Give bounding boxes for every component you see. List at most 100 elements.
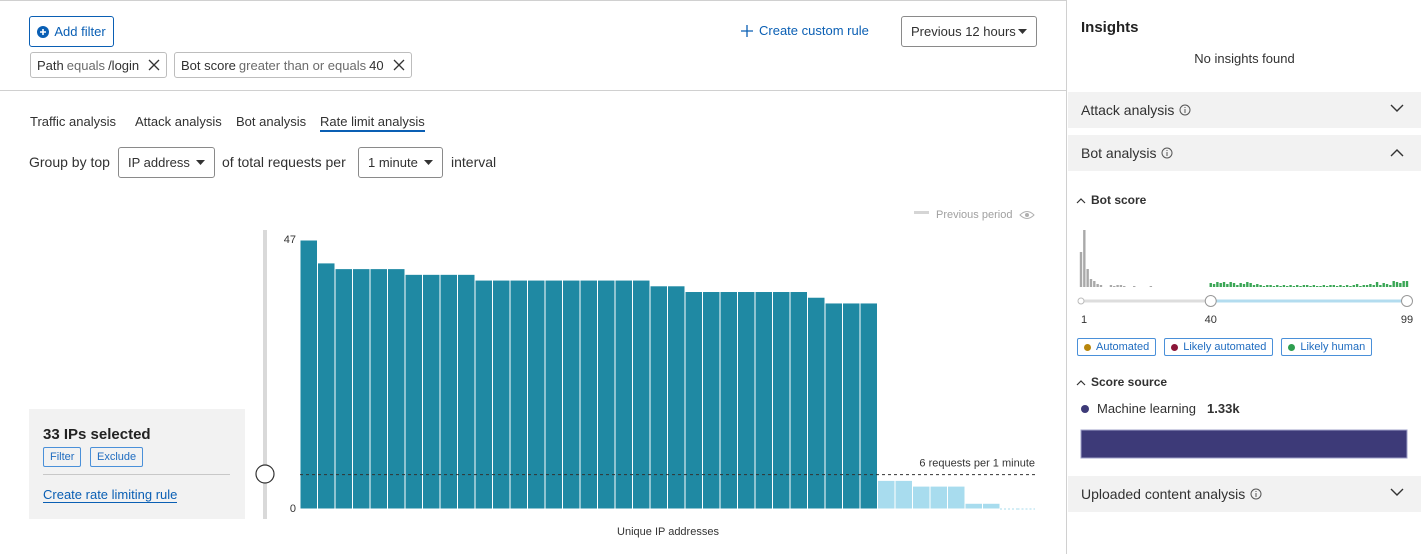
chevron-up — [1076, 197, 1086, 203]
add-filter-label: Add filter — [54, 24, 106, 39]
chevron-down — [1390, 104, 1404, 112]
bot-score-header[interactable]: Bot score — [1076, 193, 1146, 207]
bar — [667, 285, 686, 510]
bar — [964, 502, 983, 510]
chevron-down — [1390, 488, 1404, 496]
group-by-prefix: Group by top — [29, 154, 110, 170]
bar — [1236, 285, 1239, 287]
bot-score-title: Bot score — [1091, 193, 1147, 207]
score-source-header[interactable]: Score source — [1076, 375, 1167, 389]
slider-track — [263, 230, 267, 519]
bar — [1269, 285, 1272, 287]
legend[interactable]: Previous period — [914, 209, 1036, 221]
bar — [1379, 285, 1382, 287]
x-tick-label: 40 — [1205, 314, 1217, 326]
legend-tag[interactable]: Likely human — [1281, 338, 1373, 356]
tab[interactable]: Bot analysis — [236, 114, 307, 129]
chip-value: 40 — [369, 57, 384, 73]
remove-icon[interactable] — [387, 59, 405, 71]
bar — [457, 273, 476, 510]
bar — [1369, 284, 1372, 287]
tab[interactable]: Attack analysis — [135, 114, 222, 129]
bar — [1405, 281, 1409, 287]
tab-active[interactable]: Rate limit analysis — [320, 114, 425, 132]
bar — [1339, 285, 1342, 287]
time-range-select[interactable]: Previous 12 hours — [901, 16, 1037, 47]
bar — [1242, 284, 1246, 287]
slider-handle[interactable] — [1204, 295, 1217, 307]
bar — [1232, 283, 1236, 287]
bar — [1123, 286, 1126, 287]
bar — [1279, 286, 1282, 287]
bar — [877, 479, 896, 510]
bar — [1286, 286, 1289, 287]
bar — [1116, 285, 1119, 287]
bar — [1256, 284, 1259, 287]
legend-tag[interactable]: Automated — [1077, 338, 1157, 356]
x-axis-label: Unique IP addresses — [617, 526, 719, 538]
bar — [912, 485, 931, 510]
slider-handle[interactable] — [255, 464, 275, 484]
bar — [1365, 285, 1369, 287]
plus-icon — [741, 24, 753, 37]
bar — [824, 302, 843, 510]
score-source-title: Score source — [1091, 375, 1168, 389]
bar — [842, 302, 861, 510]
bar — [1219, 283, 1222, 287]
bar — [894, 479, 913, 510]
y-tick-label: 0 — [290, 503, 296, 515]
bar — [1322, 285, 1326, 287]
bar — [1149, 286, 1153, 287]
add-filter-button[interactable]: Add filter — [29, 16, 114, 47]
selection-panel: 33 IPs selected Filter Exclude Create ra… — [29, 409, 245, 519]
bar — [1385, 284, 1389, 287]
info-icon — [1179, 104, 1191, 116]
bar — [422, 273, 441, 510]
legend-tag[interactable]: Likely automated — [1164, 338, 1274, 356]
accordion[interactable]: Uploaded content analysis — [1068, 476, 1421, 512]
caret — [196, 160, 205, 165]
bar — [317, 262, 336, 510]
source-bar — [1080, 429, 1408, 459]
accordion[interactable]: Bot analysis — [1068, 135, 1421, 171]
interval-select[interactable]: 1 minute — [358, 147, 443, 178]
filter-divider — [0, 90, 1066, 91]
x-tick-label: 1 — [1081, 314, 1087, 326]
bar — [614, 279, 633, 510]
bar — [334, 268, 353, 510]
accordion-title: Uploaded content analysis — [1081, 486, 1246, 502]
bar — [684, 291, 703, 510]
bar — [737, 291, 756, 510]
bar — [1222, 282, 1226, 287]
bar — [1259, 285, 1262, 287]
bar — [719, 291, 738, 510]
chevron-up — [1076, 379, 1086, 385]
source-name: Machine learning — [1097, 401, 1197, 416]
bar — [859, 302, 878, 510]
bar — [702, 291, 721, 510]
bar — [404, 273, 423, 510]
accordion[interactable]: Attack analysis — [1068, 92, 1421, 128]
filter-chip[interactable]: Bot score greater than or equals 40 — [174, 52, 412, 78]
tab[interactable]: Traffic analysis — [30, 114, 116, 129]
bar — [1345, 285, 1349, 287]
bar — [352, 268, 371, 510]
create-custom-rule[interactable]: Create custom rule — [741, 23, 869, 38]
chip-value: /login — [108, 57, 140, 73]
bar — [1212, 284, 1216, 287]
filter-chip[interactable]: Path equals /login — [30, 52, 168, 78]
filter-button[interactable]: Filter — [43, 447, 82, 467]
remove-icon[interactable] — [142, 59, 160, 71]
bar — [1083, 230, 1086, 287]
bar — [1282, 285, 1286, 287]
x-tick-label: 99 — [1401, 314, 1413, 326]
legend-label: Likely automated — [1183, 341, 1267, 353]
bar — [1392, 281, 1395, 287]
rate-limit-link[interactable]: Create rate limiting rule — [43, 487, 178, 503]
exclude-button[interactable]: Exclude — [90, 447, 144, 467]
slider-handle[interactable] — [1401, 295, 1413, 307]
bar — [1325, 286, 1329, 287]
time-range-label: Previous 12 hours — [911, 24, 1016, 39]
dimension-select[interactable]: IP address — [118, 147, 215, 178]
